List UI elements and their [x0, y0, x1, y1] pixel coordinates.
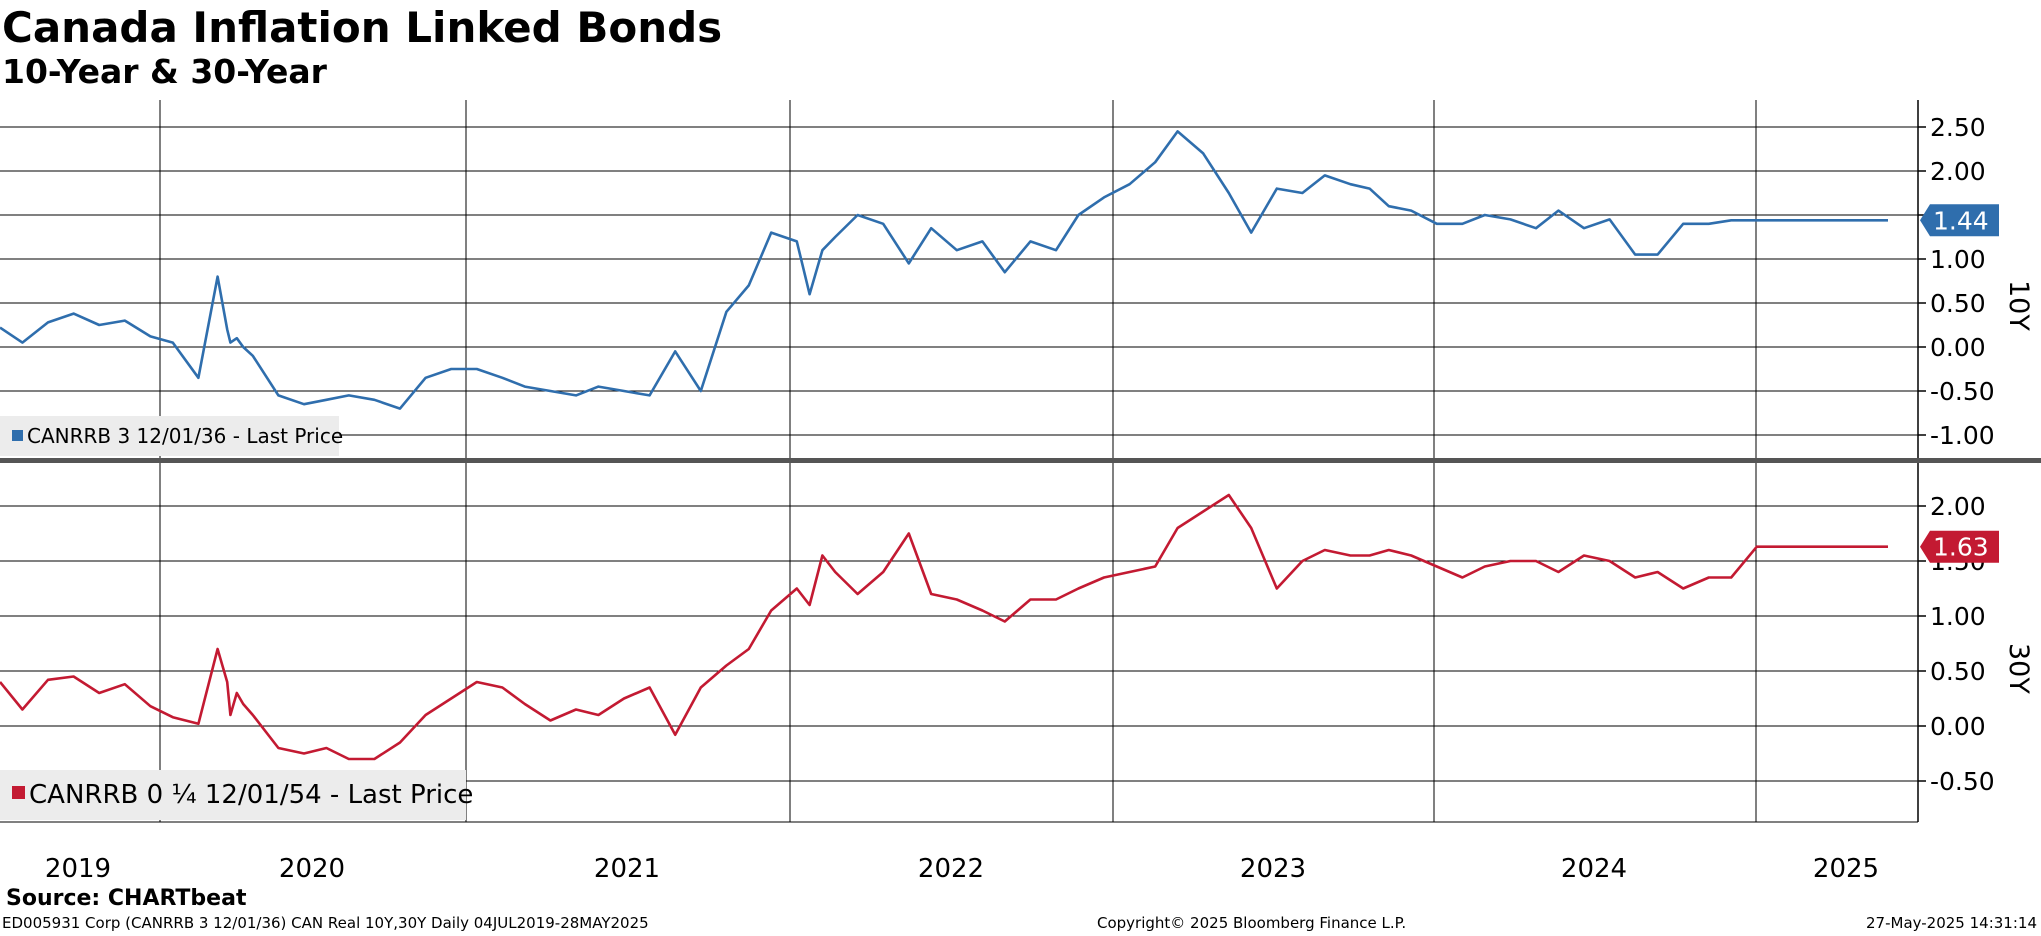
- ytick-label: 2.50: [1930, 113, 1986, 142]
- ytick-label: -0.50: [1930, 767, 1995, 796]
- legend-10y: CANRRB 3 12/01/36 - Last Price: [0, 416, 343, 456]
- footer-copyright: Copyright© 2025 Bloomberg Finance L.P.: [1097, 914, 1407, 932]
- xtick-label: 2022: [918, 854, 984, 884]
- xtick-label: 2024: [1561, 854, 1627, 884]
- ytick-label: 0.50: [1930, 657, 1986, 686]
- ytick-label: 1.00: [1930, 245, 1986, 274]
- series-layer: [0, 130, 1888, 761]
- xtick-label: 2023: [1240, 854, 1306, 884]
- axis-label-30y: 30Y: [2003, 643, 2034, 694]
- series-line-10y: [0, 130, 1888, 410]
- axis-label-10y: 10Y: [2003, 280, 2034, 331]
- last-value-label: 1.63: [1933, 533, 1989, 562]
- ytick-label: 0.00: [1930, 333, 1986, 362]
- ytick-label: 1.00: [1930, 602, 1986, 631]
- footer-left: ED005931 Corp (CANRRB 3 12/01/36) CAN Re…: [2, 914, 649, 932]
- legend-30y-swatch: [12, 786, 25, 799]
- legend-10y-label: CANRRB 3 12/01/36 - Last Price: [27, 424, 344, 448]
- last-value-label: 1.44: [1933, 206, 1989, 235]
- ytick-label: 2.00: [1930, 157, 1986, 186]
- chart-subtitle: 10-Year & 30-Year: [2, 52, 327, 91]
- axis-layer: 2.502.001.501.000.500.00-0.50-1.001.4410…: [0, 100, 2041, 884]
- ytick-label: 2.00: [1930, 492, 1986, 521]
- footer-timestamp: 27-May-2025 14:31:14: [1866, 914, 2037, 932]
- legend-30y-label: CANRRB 0 ¼ 12/01/54 - Last Price: [29, 780, 474, 810]
- last-value-tag: [1920, 204, 1999, 237]
- grid-layer: [0, 100, 1918, 822]
- last-value-tag: [1920, 530, 1999, 563]
- series-line-30y: [0, 493, 1888, 761]
- legend-30y: CANRRB 0 ¼ 12/01/54 - Last Price: [0, 770, 473, 820]
- xtick-label: 2020: [279, 854, 345, 884]
- xtick-label: 2021: [594, 854, 660, 884]
- ytick-label: 0.50: [1930, 289, 1986, 318]
- chart-title: Canada Inflation Linked Bonds: [2, 3, 723, 52]
- xtick-label: 2019: [45, 854, 111, 884]
- legend-10y-swatch: [12, 430, 23, 441]
- ytick-label: 0.00: [1930, 712, 1986, 741]
- panel-separator: [0, 458, 2041, 463]
- ytick-label: -0.50: [1930, 377, 1995, 406]
- xtick-label: 2025: [1813, 854, 1879, 884]
- source-note: Source: CHARTbeat: [6, 886, 247, 911]
- ytick-label: -1.00: [1930, 421, 1995, 450]
